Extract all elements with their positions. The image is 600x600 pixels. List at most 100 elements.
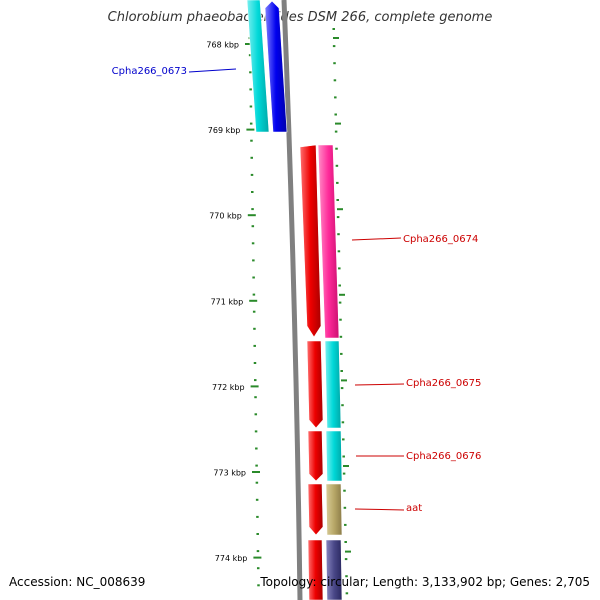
minor-tick-inner	[252, 310, 256, 313]
ruler-label: 773 kbp	[213, 469, 246, 478]
gene-cpha266-0676-cyan	[325, 430, 343, 482]
minor-tick-outer	[334, 96, 337, 99]
ruler-label: 774 kbp	[215, 554, 248, 563]
gene-cpha266-0675-cyan	[324, 340, 342, 429]
genome-summary-text: Topology: circular; Length: 3,133,902 bp…	[260, 575, 590, 589]
label-leader-line	[354, 508, 405, 511]
gene-cpha266-0675-red	[306, 340, 324, 429]
minor-tick-inner	[255, 447, 258, 450]
minor-tick-inner	[248, 54, 252, 57]
minor-tick-outer	[339, 318, 342, 321]
gene-cpha266-0673-cyan	[246, 0, 270, 133]
minor-tick-outer	[340, 352, 343, 355]
feature-label[interactable]: aat	[406, 503, 422, 514]
minor-tick-inner	[256, 550, 260, 553]
minor-tick-inner	[256, 533, 259, 535]
ruler-label: 771 kbp	[211, 297, 244, 306]
minor-tick-outer	[342, 455, 345, 458]
minor-tick-inner	[250, 156, 253, 159]
gene-cpha266-0676-red	[307, 430, 324, 482]
gene-aat-khaki	[325, 483, 343, 536]
minor-tick-outer	[336, 181, 339, 184]
label-leader-line	[188, 68, 237, 73]
minor-tick-outer	[344, 558, 348, 561]
minor-tick-outer	[333, 62, 336, 65]
ruler-label: 768 kbp	[206, 41, 239, 50]
ruler-label: 772 kbp	[212, 383, 245, 392]
minor-tick-outer	[340, 387, 344, 390]
minor-tick-outer	[333, 79, 337, 82]
ruler-label: 769 kbp	[208, 126, 241, 135]
minor-tick-outer	[336, 216, 340, 219]
minor-tick-outer	[338, 267, 341, 270]
minor-tick-outer	[345, 592, 349, 595]
minor-tick-outer	[335, 147, 338, 150]
minor-tick-inner	[249, 122, 253, 125]
minor-tick-inner	[249, 71, 252, 74]
label-leader-line	[354, 383, 405, 386]
minor-tick-inner	[251, 191, 254, 193]
minor-tick-inner	[254, 396, 257, 399]
label-leader-line	[351, 237, 402, 241]
minor-tick-inner	[257, 584, 260, 587]
genome-backbone	[281, 0, 303, 600]
minor-tick-inner	[252, 259, 255, 262]
minor-tick-outer	[332, 45, 336, 48]
gene-cpha266-0674-red	[299, 144, 322, 338]
minor-tick-outer	[343, 489, 346, 492]
minor-tick-inner	[252, 293, 256, 296]
minor-tick-inner	[250, 173, 254, 176]
minor-tick-inner	[255, 481, 259, 484]
minor-tick-outer	[343, 506, 347, 509]
feature-label[interactable]: Cpha266_0675	[406, 378, 481, 389]
minor-tick-inner	[253, 327, 256, 330]
feature-labels: Cpha266_0673 Cpha266_0674 Cpha266_0675 Cpha…	[112, 66, 482, 514]
minor-tick-inner	[254, 430, 258, 433]
minor-tick-outer	[334, 130, 338, 133]
minor-tick-outer	[332, 28, 335, 30]
gene-cpha266-0673-blue	[264, 0, 288, 133]
gene-next-red	[307, 539, 324, 600]
minor-tick-inner	[256, 515, 259, 518]
minor-tick-outer	[336, 199, 339, 201]
minor-tick-outer	[341, 404, 344, 407]
minor-tick-outer	[341, 421, 345, 424]
minor-tick-outer	[334, 113, 337, 116]
minor-tick-inner	[251, 242, 255, 245]
minor-tick-inner	[252, 276, 255, 279]
minor-tick-outer	[345, 575, 348, 578]
gene-tracks	[246, 0, 343, 600]
minor-tick-outer	[344, 541, 347, 543]
minor-tick-outer	[342, 438, 345, 441]
minor-tick-outer	[338, 284, 341, 287]
gene-cpha266-0674-magenta	[317, 144, 340, 339]
minor-tick-outer	[344, 523, 347, 526]
minor-tick-outer	[339, 335, 343, 338]
minor-tick-inner	[256, 567, 260, 570]
minor-tick-inner	[251, 208, 254, 211]
accession-text: Accession: NC_008639	[9, 575, 146, 589]
minor-tick-outer	[342, 472, 346, 475]
minor-tick-inner	[255, 498, 259, 501]
minor-tick-inner	[254, 413, 258, 416]
ruler: 768 kbp 769 kbp 770 kbp 771 kbp 772 kbp 773 k…	[206, 37, 351, 563]
map-title: Chlorobium phaeobacteroides DSM 266, com…	[107, 10, 493, 25]
gene-next-slate	[325, 539, 343, 600]
minor-tick-inner	[254, 379, 257, 382]
minor-tick-outer	[335, 164, 339, 167]
feature-label[interactable]: Cpha266_0674	[403, 234, 478, 245]
minor-tick-inner	[251, 225, 255, 228]
minor-tick-inner	[255, 464, 258, 467]
minor-tick-outer	[337, 233, 340, 236]
ruler-label: 770 kbp	[209, 212, 242, 221]
minor-tick-inner	[253, 344, 256, 347]
minor-tick-outer	[340, 370, 343, 372]
minor-tick-inner	[253, 362, 257, 364]
minor-tick-outer	[337, 250, 341, 253]
feature-label[interactable]: Cpha266_0673	[112, 66, 187, 77]
ruler-dots	[248, 20, 349, 595]
minor-tick-outer	[338, 301, 342, 304]
feature-label[interactable]: Cpha266_0676	[406, 451, 481, 462]
gene-aat-red	[307, 483, 324, 536]
